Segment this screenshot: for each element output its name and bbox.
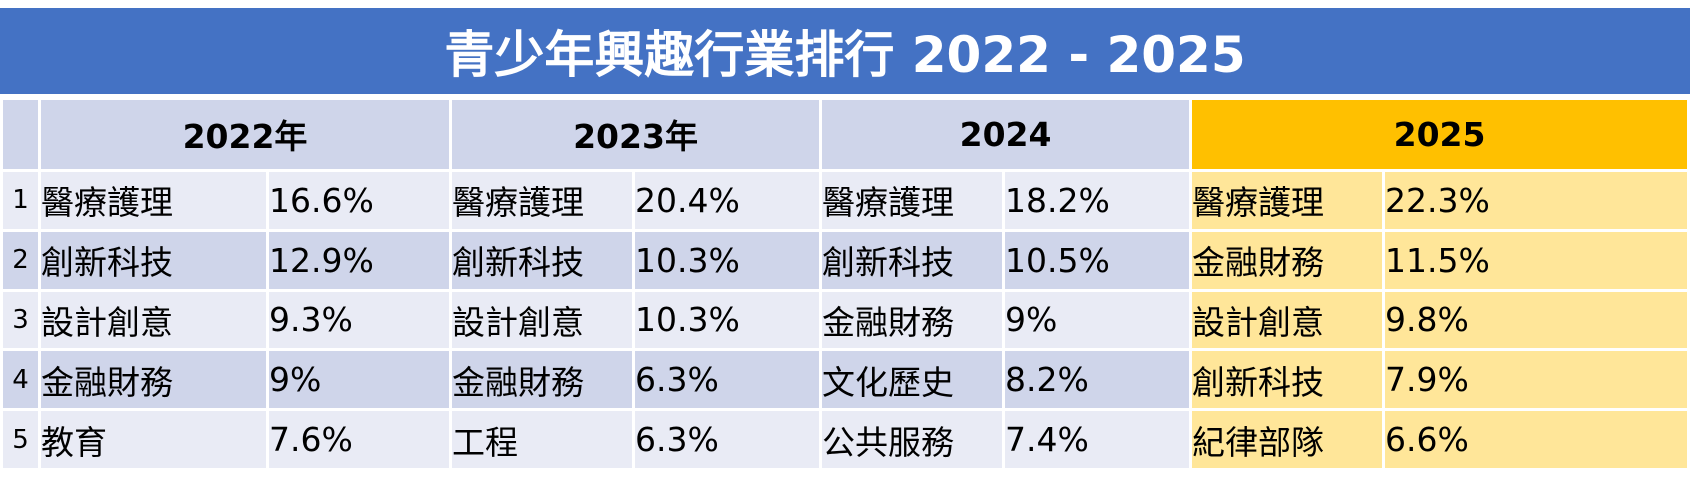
header-corner	[3, 100, 38, 169]
percent-cell: 11.5%	[1385, 231, 1688, 289]
industry-cell: 教育	[41, 411, 266, 468]
industry-cell: 工程	[452, 411, 633, 468]
percent-cell: 9.8%	[1385, 291, 1688, 349]
industry-cell: 金融財務	[822, 291, 1003, 349]
percent-cell: 7.9%	[1385, 351, 1688, 409]
percent-cell: 18.2%	[1005, 171, 1190, 229]
table-row: 5 教育 7.6% 工程 6.3% 公共服務 7.4% 紀律部隊 6.6%	[3, 411, 1688, 468]
percent-cell: 10.5%	[1005, 231, 1190, 289]
table-row: 1 醫療護理 16.6% 醫療護理 20.4% 醫療護理 18.2% 醫療護理 …	[3, 171, 1688, 229]
industry-cell: 創新科技	[822, 231, 1003, 289]
industry-cell: 創新科技	[1192, 351, 1383, 409]
industry-cell: 創新科技	[452, 231, 633, 289]
percent-cell: 6.3%	[635, 411, 820, 468]
percent-cell: 12.9%	[269, 231, 450, 289]
table-row: 2 創新科技 12.9% 創新科技 10.3% 創新科技 10.5% 金融財務 …	[3, 231, 1688, 289]
percent-cell: 6.6%	[1385, 411, 1688, 468]
table-row: 4 金融財務 9% 金融財務 6.3% 文化歷史 8.2% 創新科技 7.9%	[3, 351, 1688, 409]
year-header-2024: 2024	[822, 100, 1190, 169]
industry-cell: 醫療護理	[1192, 171, 1383, 229]
percent-cell: 10.3%	[635, 291, 820, 349]
industry-cell: 文化歷史	[822, 351, 1003, 409]
industry-cell: 設計創意	[1192, 291, 1383, 349]
percent-cell: 10.3%	[635, 231, 820, 289]
percent-cell: 7.6%	[269, 411, 450, 468]
year-header-2022: 2022年	[41, 100, 450, 169]
industry-cell: 紀律部隊	[1192, 411, 1383, 468]
percent-cell: 9.3%	[269, 291, 450, 349]
industry-cell: 金融財務	[1192, 231, 1383, 289]
table-row: 3 設計創意 9.3% 設計創意 10.3% 金融財務 9% 設計創意 9.8%	[3, 291, 1688, 349]
industry-cell: 設計創意	[41, 291, 266, 349]
industry-cell: 創新科技	[41, 231, 266, 289]
rank-number: 2	[3, 231, 38, 289]
percent-cell: 8.2%	[1005, 351, 1190, 409]
percent-cell: 7.4%	[1005, 411, 1190, 468]
industry-cell: 金融財務	[41, 351, 266, 409]
industry-cell: 設計創意	[452, 291, 633, 349]
percent-cell: 16.6%	[269, 171, 450, 229]
industry-cell: 醫療護理	[452, 171, 633, 229]
year-header-2025: 2025	[1192, 100, 1688, 169]
header-row: 2022年 2023年 2024 2025	[3, 100, 1688, 169]
ranking-table: 2022年 2023年 2024 2025 1 醫療護理 16.6% 醫療護理 …	[0, 97, 1690, 471]
rank-number: 3	[3, 291, 38, 349]
rank-number: 1	[3, 171, 38, 229]
industry-cell: 醫療護理	[822, 171, 1003, 229]
percent-cell: 6.3%	[635, 351, 820, 409]
rank-number: 4	[3, 351, 38, 409]
page-title: 青少年興趣行業排行 2022 - 2025	[0, 8, 1690, 94]
industry-cell: 公共服務	[822, 411, 1003, 468]
percent-cell: 9%	[269, 351, 450, 409]
year-header-2023: 2023年	[452, 100, 820, 169]
rank-number: 5	[3, 411, 38, 468]
industry-cell: 金融財務	[452, 351, 633, 409]
percent-cell: 22.3%	[1385, 171, 1688, 229]
percent-cell: 20.4%	[635, 171, 820, 229]
industry-cell: 醫療護理	[41, 171, 266, 229]
percent-cell: 9%	[1005, 291, 1190, 349]
